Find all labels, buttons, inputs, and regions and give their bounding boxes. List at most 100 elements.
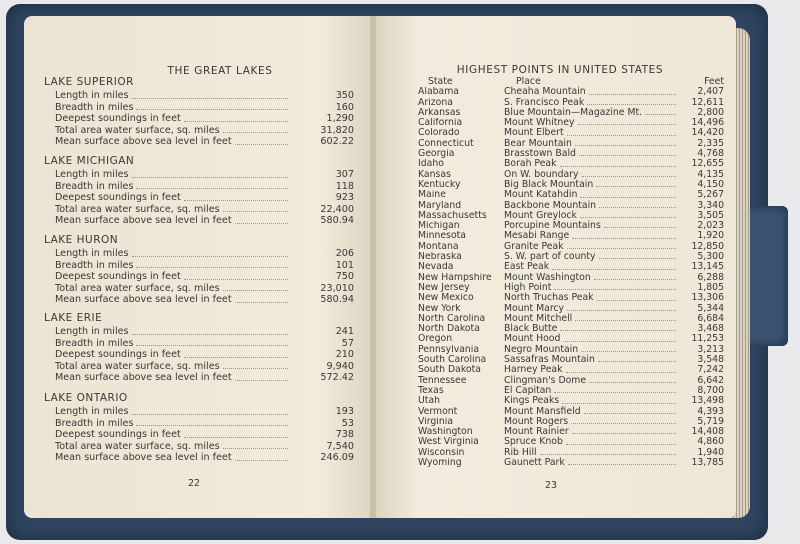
feet-cell: 6,642 (697, 374, 724, 386)
state-cell: Idaho (418, 159, 444, 170)
page-number-right: 23 (545, 480, 558, 491)
place-cell-wrap: El Capitan (504, 385, 680, 396)
leader-dots (589, 376, 676, 383)
stat-label: Total area water surface, sq. miles (55, 124, 220, 136)
leader-dots (183, 429, 288, 438)
state-cell: California (418, 118, 463, 129)
feet-cell: 5,719 (697, 415, 724, 427)
stat-value: 193 (335, 406, 354, 417)
leader-dots (234, 294, 288, 303)
lake-section: LAKE HURON Length in miles 206 Breadth in m… (44, 234, 354, 306)
stat-label: Total area water surface, sq. miles (55, 360, 220, 372)
leader-dots (572, 231, 676, 239)
leader-dots (578, 149, 676, 157)
feet-cell: 12,850 (691, 240, 724, 252)
stat-value: 241 (335, 326, 354, 337)
great-lakes-title: THE GREAT LAKES (167, 65, 273, 77)
place-cell-wrap: Porcupine Mountains (504, 220, 680, 231)
place-cell-wrap: Mount Elbert (504, 128, 680, 138)
state-cell: South Dakota (418, 365, 481, 376)
place-cell: S. W. part of county (504, 251, 596, 263)
state-cell: South Carolina (418, 355, 487, 366)
table-row: Maryland Backbone Mountain 3,340 (418, 200, 724, 211)
feet-cell: 3,548 (697, 354, 724, 366)
lake-section: LAKE ERIE Length in miles 241 Breadth in mi… (44, 312, 354, 384)
leader-dots (131, 90, 288, 99)
place-cell-wrap: Blue Mountain—Magazine Mt. (504, 107, 680, 118)
place-cell: Mount Mansfield (504, 405, 581, 417)
table-row: Montana Granite Peak 12,850 (418, 240, 724, 252)
state-cell: North Dakota (418, 324, 480, 335)
leader-dots (566, 242, 676, 250)
place-cell: Mount Katahdin (504, 189, 578, 201)
place-cell-wrap: Cheaha Mountain (504, 86, 680, 98)
lake-stat-row: Deepest soundings in feet 210 (44, 349, 354, 361)
stat-label: Length in miles (55, 248, 129, 259)
leader-dots (136, 102, 288, 111)
feet-cell: 4,393 (697, 405, 724, 417)
leader-dots (565, 365, 676, 373)
state-cell: Tennessee (418, 375, 467, 386)
place-cell-wrap: Mount Katahdin (504, 189, 680, 201)
stat-value: 210 (335, 349, 354, 361)
lake-stat-row: Total area water surface, sq. miles 23,01… (44, 283, 354, 295)
stat-value: 602.22 (320, 136, 354, 148)
leader-dots (599, 201, 676, 208)
place-cell: Cheaha Mountain (504, 86, 586, 98)
state-cell: Kentucky (418, 179, 461, 190)
place-cell-wrap: Harney Peak (504, 365, 680, 375)
table-body: Alabama Cheaha Mountain 2,407 Arizona S. Fra… (418, 86, 724, 468)
stat-label: Total area water surface, sq. miles (55, 203, 220, 215)
feet-cell: 2,023 (697, 220, 724, 232)
leader-dots (183, 113, 288, 122)
highest-points-title: HIGHEST POINTS IN UNITED STATES (456, 64, 664, 76)
table-row: Washington Mount Rainier 14,408 (418, 426, 724, 438)
lake-stat-row: Mean surface above sea level in feet 580.… (44, 215, 354, 227)
leader-dots (567, 458, 676, 466)
table-row: Wisconsin Rib Hill 1,940 (418, 447, 724, 458)
stat-value: 572.42 (320, 372, 354, 384)
table-row: Idaho Borah Peak 12,655 (418, 158, 724, 170)
state-cell: Pennsylvania (418, 344, 480, 355)
lake-stat-row: Length in miles 193 (44, 406, 354, 418)
stat-value: 923 (335, 192, 354, 204)
table-row: Georgia Brasstown Bald 4,768 (418, 148, 724, 159)
stat-label: Mean surface above sea level in feet (55, 294, 232, 306)
lake-stat-row: Deepest soundings in feet 750 (44, 271, 354, 283)
lake-stat-row: Deepest soundings in feet 1,290 (44, 113, 354, 125)
left-page (24, 16, 372, 518)
place-cell-wrap: Borah Peak (504, 159, 680, 169)
place-cell-wrap: East Peak (504, 262, 680, 272)
state-cell: Wyoming (418, 457, 462, 468)
feet-cell: 13,785 (691, 456, 724, 468)
feet-cell: 1,805 (697, 281, 724, 293)
leader-dots (571, 417, 676, 425)
feet-cell: 12,655 (691, 158, 724, 170)
table-row: California Mount Whitney 14,496 (418, 117, 724, 129)
feet-cell: 12,611 (691, 96, 724, 108)
feet-cell: 3,505 (697, 209, 724, 221)
leader-dots (183, 192, 288, 201)
table-row: New York Mount Marcy 5,344 (418, 303, 724, 314)
leader-dots (131, 248, 288, 257)
feet-cell: 14,408 (691, 426, 724, 438)
place-cell-wrap: Spruce Knob (504, 437, 680, 447)
lake-name: LAKE MICHIGAN (44, 155, 135, 167)
place-cell: Black Butte (504, 323, 558, 335)
state-cell: Nevada (418, 262, 454, 273)
leader-dots (565, 437, 676, 445)
state-cell: Michigan (418, 221, 460, 232)
place-cell-wrap: Negro Mountain (504, 344, 680, 355)
stat-value: 7,540 (326, 440, 354, 452)
table-row: Texas El Capitan 8,700 (418, 385, 724, 396)
lake-stat-row: Length in miles 350 (44, 90, 354, 102)
place-cell-wrap: Gaunett Park (504, 457, 680, 468)
table-row: Tennessee Clingman's Dome 6,642 (418, 374, 724, 386)
table-row: Vermont Mount Mansfield 4,393 (418, 405, 724, 417)
table-row: Pennsylvania Negro Mountain 3,213 (418, 344, 724, 355)
stat-value: 580.94 (320, 215, 354, 227)
place-cell: Kings Peaks (504, 395, 560, 407)
lake-stat-row: Deepest soundings in feet 738 (44, 429, 354, 441)
feet-cell: 4,860 (697, 436, 724, 448)
highest-points-table: State Place Feet Alabama Cheaha Mountain 2… (418, 76, 724, 468)
